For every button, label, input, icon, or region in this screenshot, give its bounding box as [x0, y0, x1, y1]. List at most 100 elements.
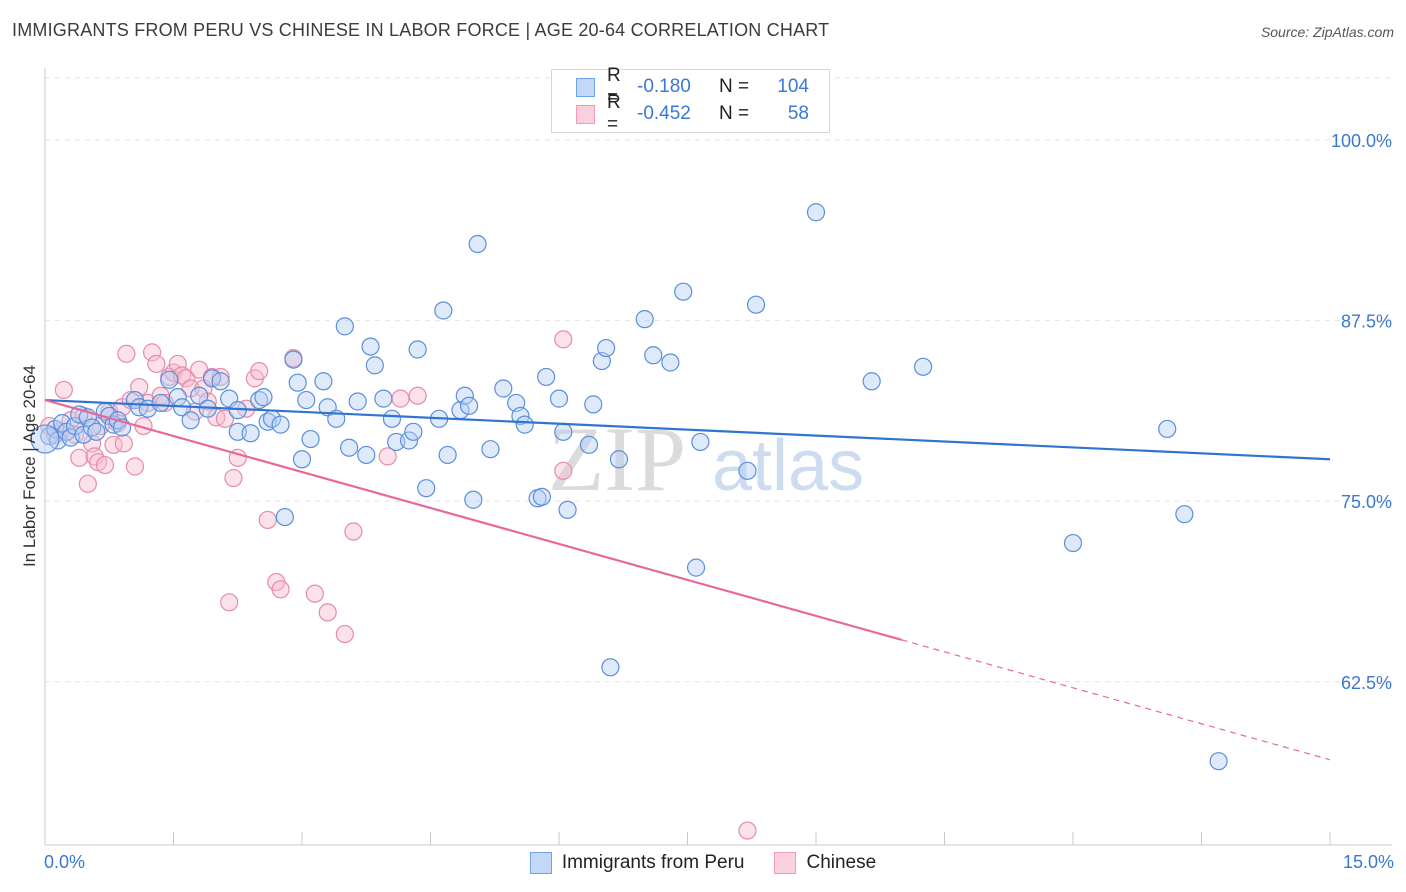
data-point — [635, 310, 654, 329]
data-point — [459, 396, 479, 415]
data-point — [125, 457, 145, 476]
legend-r-value: -0.180 — [637, 76, 691, 97]
data-point — [438, 445, 457, 465]
data-point — [913, 357, 933, 376]
data-point — [117, 344, 136, 363]
data-point — [335, 317, 354, 336]
data-point — [250, 362, 269, 381]
data-point — [417, 479, 436, 498]
x-tick-min: 0.0% — [44, 852, 86, 872]
watermark: ZIP atlas — [548, 408, 864, 510]
peru-points — [30, 203, 1228, 771]
bottom-legend-label-chinese: Chinese — [806, 852, 877, 873]
y-tick-label: 75.0% — [1341, 492, 1392, 512]
legend-row-chinese: R = -0.452 N = 58 — [552, 92, 809, 135]
data-point — [374, 389, 393, 408]
data-point — [455, 386, 474, 405]
data-point — [78, 474, 97, 493]
data-point — [434, 301, 453, 320]
bottom-legend: Immigrants from Peru Chinese — [0, 852, 1406, 874]
y-tick-label: 100.0% — [1331, 131, 1392, 151]
y-tick-labels: 62.5% 75.0% 87.5% 100.0% — [1331, 131, 1392, 693]
data-point — [738, 821, 757, 840]
legend-swatch-peru — [576, 77, 595, 97]
data-point — [537, 367, 556, 387]
data-point — [404, 422, 423, 441]
legend-n-value: 104 — [777, 76, 809, 97]
data-point — [211, 372, 230, 391]
data-point — [160, 370, 179, 389]
data-point — [584, 395, 603, 414]
legend-r-value: -0.452 — [637, 103, 691, 124]
data-point — [601, 658, 620, 677]
data-point — [597, 338, 616, 358]
data-point — [292, 450, 312, 469]
data-point — [515, 415, 534, 434]
data-point — [532, 487, 551, 506]
data-point — [1158, 419, 1177, 439]
data-point — [275, 507, 294, 527]
data-point — [361, 337, 380, 356]
data-point — [1209, 752, 1228, 771]
legend: R = -0.180 N = 104 R = -0.452 N = 58 — [551, 65, 830, 135]
data-point — [408, 386, 427, 405]
data-point — [468, 234, 487, 254]
data-point — [335, 624, 354, 644]
bottom-legend-swatch-peru — [529, 852, 552, 874]
bottom-legend-swatch-chinese — [774, 852, 797, 874]
data-point — [87, 422, 106, 441]
data-point — [481, 440, 500, 459]
data-point — [378, 447, 397, 466]
data-point — [297, 390, 316, 410]
data-point — [305, 584, 324, 603]
data-point — [168, 354, 187, 374]
data-point — [549, 389, 569, 408]
data-point — [151, 393, 170, 413]
peru-trend-line — [44, 398, 1331, 461]
data-point — [224, 468, 243, 488]
source-label: Source: ZipAtlas.com — [1260, 24, 1394, 40]
data-point — [382, 409, 402, 428]
data-point — [579, 435, 599, 454]
data-point — [314, 372, 333, 391]
data-point — [554, 461, 573, 480]
data-point — [301, 429, 320, 449]
data-point — [30, 424, 60, 454]
data-point — [241, 424, 260, 443]
data-point — [806, 203, 826, 222]
data-point — [258, 510, 277, 530]
data-point — [340, 438, 359, 457]
data-point — [284, 350, 303, 369]
data-point — [862, 372, 881, 391]
bottom-legend-label-peru: Immigrants from Peru — [561, 852, 745, 873]
data-point — [609, 450, 629, 469]
data-point — [288, 373, 307, 392]
data-point — [686, 558, 706, 577]
data-point — [95, 455, 115, 475]
data-point — [738, 461, 757, 480]
watermark-atlas: atlas — [712, 426, 864, 506]
data-point — [147, 354, 166, 374]
data-point — [661, 353, 680, 372]
data-point — [691, 432, 710, 452]
data-point — [348, 392, 367, 411]
data-point — [554, 330, 573, 349]
legend-n-value: 58 — [787, 103, 809, 124]
data-point — [254, 388, 273, 407]
legend-swatch-chinese — [576, 104, 595, 124]
data-point — [464, 490, 483, 509]
data-point — [142, 343, 162, 362]
data-point — [674, 282, 693, 301]
axes — [44, 68, 1392, 846]
y-axis-label: In Labor Force | Age 20-64 — [20, 365, 39, 567]
data-point — [181, 411, 200, 430]
legend-r-label: R = — [607, 65, 621, 108]
data-point — [190, 386, 209, 405]
data-point — [511, 406, 530, 426]
data-point — [365, 356, 384, 375]
x-tick-max: 15.0% — [1342, 852, 1394, 872]
bottom-legend-peru: Immigrants from Peru — [529, 852, 745, 874]
data-point — [40, 427, 59, 446]
data-point — [558, 500, 577, 519]
